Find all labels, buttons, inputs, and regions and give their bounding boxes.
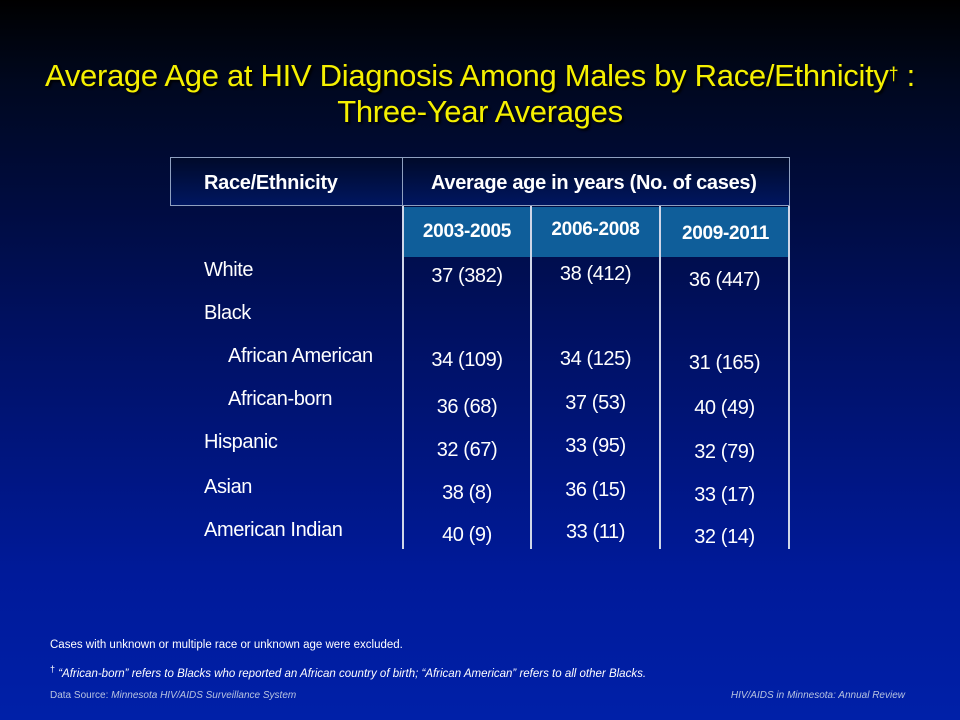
table-cell: 38 (8) (442, 482, 492, 504)
header-age-label: Average age in years (No. of cases) (431, 172, 757, 194)
period-header-1: 2003-2005 (404, 207, 530, 257)
table-cell: 37 (382) (431, 265, 503, 287)
data-source-value: Minnesota HIV/AIDS Surveillance System (111, 690, 297, 701)
row-label-black: Black (204, 302, 251, 324)
data-source-label: Data Source: (50, 690, 109, 701)
row-label-african-born: African-born (228, 388, 333, 410)
table-cell: 32 (14) (694, 526, 755, 548)
period-header-2: 2006-2008 (532, 207, 659, 257)
table-cell: 34 (109) (431, 349, 503, 371)
table-cell: 32 (79) (694, 441, 755, 463)
title-line1: Average Age at HIV Diagnosis Among Males… (45, 58, 889, 93)
row-label-asian: Asian (204, 476, 253, 498)
table-cell: 36 (447) (688, 269, 761, 291)
row-label-african-american: African American (228, 345, 373, 367)
column-divider-2 (530, 206, 532, 549)
exclusion-note: Cases with unknown or multiple race or u… (50, 639, 403, 651)
data-source: Data Source: Minnesota HIV/AIDS Surveill… (50, 690, 296, 701)
table-cell: 36 (15) (565, 479, 626, 501)
footnote-text: “African-born” refers to Blacks who repo… (58, 667, 647, 680)
title-line2: Three-Year Averages (337, 94, 623, 129)
header-race-label: Race/Ethnicity (204, 172, 338, 194)
title-colon: : (898, 58, 916, 93)
table-cell: 33 (11) (565, 521, 626, 543)
table-cell: 31 (165) (688, 352, 761, 374)
row-label-white: White (204, 259, 254, 281)
column-divider-4 (788, 206, 790, 549)
row-label-american-indian: American Indian (204, 519, 343, 541)
header-age-cell: Average age in years (No. of cases) (402, 157, 790, 206)
title-dagger: † (888, 64, 899, 84)
slide-title: Average Age at HIV Diagnosis Among Males… (0, 58, 960, 130)
table-cell: 33 (17) (694, 484, 755, 506)
table-cell: 34 (125) (559, 348, 632, 370)
column-divider-1 (402, 206, 404, 549)
table-cell: 38 (412) (559, 263, 632, 285)
report-name-text: HIV/AIDS in Minnesota: Annual Review (730, 690, 905, 701)
header-race-cell: Race/Ethnicity (170, 157, 402, 206)
table-cell: 40 (49) (694, 397, 755, 419)
dagger-footnote: † “African-born” refers to Blacks who re… (50, 664, 646, 680)
report-name: HIV/AIDS in Minnesota: Annual Review (731, 690, 905, 701)
period-header-3: 2009-2011 (661, 207, 790, 257)
row-label-hispanic: Hispanic (204, 431, 278, 453)
table-cell: 32 (67) (436, 439, 498, 461)
table-cell: 40 (9) (442, 524, 492, 546)
table-cell: 36 (68) (436, 396, 498, 418)
table-cell: 33 (95) (565, 435, 626, 457)
footnote-dagger: † (50, 664, 56, 674)
table-cell: 37 (53) (565, 392, 626, 414)
column-divider-3 (659, 206, 661, 549)
